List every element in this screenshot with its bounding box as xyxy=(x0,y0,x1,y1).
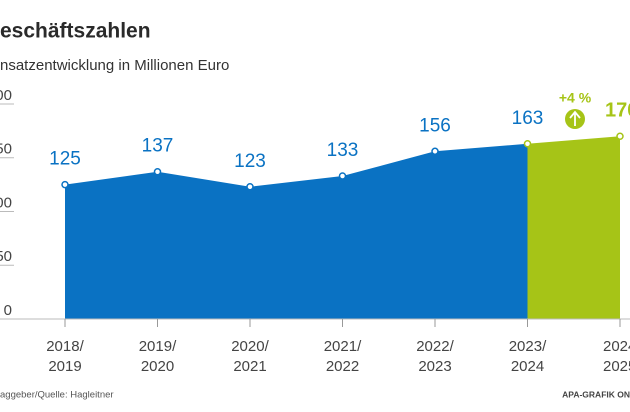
x-tick-label: 2019/ xyxy=(139,338,177,355)
value-label: 125 xyxy=(49,149,81,170)
y-tick-label: 200 xyxy=(0,87,12,104)
x-tick-label: 2024 xyxy=(511,358,544,375)
y-tick-label: 0 xyxy=(4,302,12,319)
area-segment xyxy=(157,171,250,319)
x-tick-label: 2022/ xyxy=(416,338,454,355)
value-label: 123 xyxy=(234,151,266,172)
area-segment xyxy=(65,171,158,319)
x-tick-label: 2019 xyxy=(48,358,81,375)
value-label: 156 xyxy=(419,115,451,136)
x-tick-label: 2021/ xyxy=(324,338,362,355)
y-tick-label: 100 xyxy=(0,194,12,211)
point xyxy=(338,172,347,180)
arrow-icon xyxy=(569,110,581,126)
x-tick-label: 2024/ xyxy=(603,338,630,355)
value-label: 163 xyxy=(512,108,544,129)
area-segment xyxy=(250,176,343,319)
area-segment xyxy=(342,151,435,319)
annotation: +4 % xyxy=(559,90,592,106)
point xyxy=(153,167,162,176)
value-label: 170 xyxy=(605,100,630,122)
point xyxy=(246,183,254,191)
y-tick-label: 50 xyxy=(0,248,12,265)
x-tick-label: 2021 xyxy=(233,358,266,375)
point xyxy=(616,132,624,140)
credit: APA-GRAFIK ON xyxy=(562,389,630,399)
x-tick-label: 2023/ xyxy=(509,338,547,355)
x-tick-label: 2023 xyxy=(418,358,451,375)
x-tick-label: 2020/ xyxy=(231,338,269,355)
chart-title: eschäftszahlen xyxy=(0,20,151,43)
value-label: 133 xyxy=(327,140,359,161)
point xyxy=(431,147,439,156)
point xyxy=(523,140,532,148)
point xyxy=(61,180,69,189)
x-tick-label: 2020 xyxy=(141,358,174,375)
x-tick-label: 2022 xyxy=(326,358,359,375)
y-tick-label: 150 xyxy=(0,141,12,158)
chart-subtitle: nsatzentwicklung in Millionen Euro xyxy=(0,57,229,74)
area-segment xyxy=(435,143,528,319)
x-tick-label: 2025 xyxy=(603,358,630,375)
x-tick-label: 2018/ xyxy=(46,338,84,355)
area-segment xyxy=(527,136,620,319)
source: aggeber/Quelle: Hagleitner xyxy=(0,390,114,401)
value-label: 137 xyxy=(142,136,174,157)
